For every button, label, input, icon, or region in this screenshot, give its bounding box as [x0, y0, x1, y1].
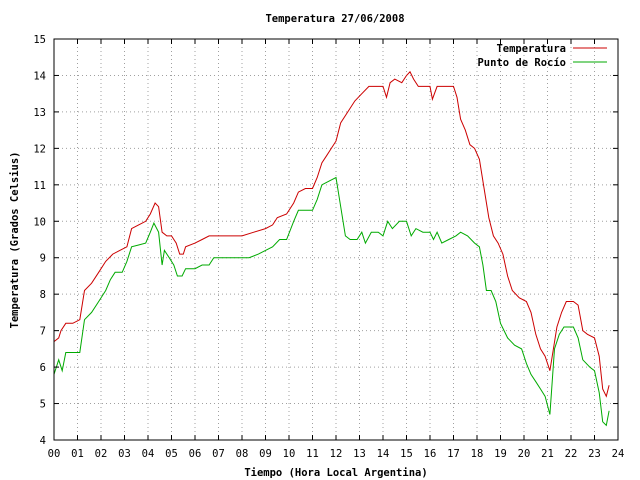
x-tick-label: 03 [118, 448, 131, 460]
y-tick-label: 10 [33, 216, 46, 228]
y-tick-label: 6 [40, 362, 46, 374]
x-tick-label: 21 [541, 448, 554, 460]
x-tick-label: 12 [330, 448, 343, 460]
x-tick-label: 16 [424, 448, 437, 460]
x-tick-label: 18 [471, 448, 484, 460]
x-axis-label: Tiempo (Hora Local Argentina) [244, 467, 427, 479]
x-tick-label: 08 [236, 448, 249, 460]
chart-title: Temperatura 27/06/2008 [265, 13, 404, 25]
y-tick-label: 12 [33, 143, 46, 155]
x-tick-label: 00 [48, 448, 61, 460]
x-tick-label: 15 [400, 448, 413, 460]
y-tick-label: 8 [40, 289, 46, 301]
x-tick-label: 24 [612, 448, 625, 460]
x-tick-label: 20 [518, 448, 531, 460]
y-tick-label: 9 [40, 253, 46, 265]
series-line-temperatura [53, 70, 610, 398]
grid-lines [54, 39, 618, 440]
y-tick-label: 4 [40, 435, 46, 447]
x-tick-label: 11 [306, 448, 319, 460]
legend-label: Temperatura [496, 43, 566, 55]
x-tick-label: 14 [377, 448, 390, 460]
x-tick-label: 02 [95, 448, 108, 460]
x-tick-label: 05 [165, 448, 178, 460]
x-tick-label: 01 [71, 448, 84, 460]
series-layer [53, 70, 610, 427]
y-tick-label: 14 [33, 70, 46, 82]
y-tick-label: 11 [33, 180, 46, 192]
x-tick-label: 09 [259, 448, 272, 460]
x-tick-label: 10 [283, 448, 296, 460]
series-line-punto-de-rocio [53, 176, 610, 427]
x-tick-label: 17 [447, 448, 460, 460]
y-tick-label: 5 [40, 399, 46, 411]
y-tick-label: 15 [33, 34, 46, 46]
y-axis-label: Temperatura (Grados Celsius) [9, 151, 21, 328]
x-tick-label: 06 [189, 448, 202, 460]
legend-label: Punto de Rocío [477, 57, 566, 69]
x-tick-label: 19 [494, 448, 507, 460]
x-tick-label: 23 [588, 448, 601, 460]
x-tick-label: 07 [212, 448, 225, 460]
x-tick-label: 13 [353, 448, 366, 460]
axis-ticks: 00 01 02 03 04 05 06 07 08 09 10 11 12 13 14 15 16 17 18 19… [33, 34, 624, 460]
legend: Temperatura Punto de Rocío [477, 43, 607, 69]
y-tick-label: 13 [33, 107, 46, 119]
x-tick-label: 04 [142, 448, 155, 460]
x-tick-label: 22 [565, 448, 578, 460]
y-tick-label: 7 [40, 326, 46, 338]
